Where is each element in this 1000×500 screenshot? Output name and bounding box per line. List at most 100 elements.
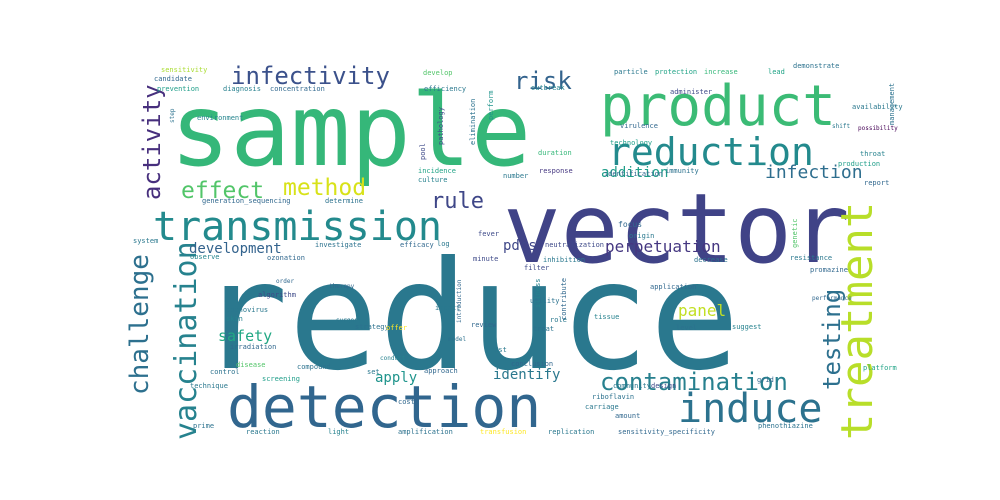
word-algorithm: algorithm <box>258 291 296 299</box>
word-product: product <box>600 74 836 139</box>
word-prime: prime <box>193 422 214 430</box>
word-identify: identify <box>493 367 560 383</box>
word-technology: technology <box>610 139 652 147</box>
word-origin: origin <box>629 232 654 240</box>
word-adenovirus: adenovirus <box>226 306 268 314</box>
word-amplification: amplification <box>398 428 453 436</box>
word-contamination: contamination <box>600 368 788 396</box>
word-risk: risk <box>514 67 572 95</box>
word-host: host <box>490 346 507 354</box>
word-sensitivity: sensitivity <box>161 66 207 74</box>
word-set: set <box>367 368 380 376</box>
word-irradiation: irradiation <box>230 343 276 351</box>
word-reaction: reaction <box>246 428 280 436</box>
word-perform: perform <box>487 90 495 120</box>
word-skin: skin <box>226 315 243 323</box>
word-increase: increase <box>704 68 738 76</box>
word-tissue: tissue <box>594 313 619 321</box>
word-efficacy: efficacy <box>400 241 434 249</box>
word-effect: effect <box>181 178 264 204</box>
word-vector: vector <box>503 173 850 285</box>
word-diagnosis: diagnosis <box>223 85 261 93</box>
word-particle: particle <box>614 68 648 76</box>
word-lead: lead <box>768 68 785 76</box>
word-apply: apply <box>375 370 417 386</box>
word-production: production <box>838 160 880 168</box>
word-approach: approach <box>424 367 458 375</box>
word-response: response <box>539 167 573 175</box>
word-replication: replication <box>548 428 594 436</box>
word-surgery: surgery <box>336 317 362 324</box>
word-review: review <box>471 321 497 329</box>
word-identification: identification <box>604 170 663 178</box>
word-conclusion: conclusion <box>511 360 553 368</box>
word-illness: illness <box>534 278 542 308</box>
word-management: management <box>888 83 896 125</box>
word-panel: panel <box>678 301 726 320</box>
word-elimination: elimination <box>469 99 477 145</box>
word-testing: testing <box>818 289 846 390</box>
word-duration: duration <box>538 149 572 157</box>
word-pool: pool <box>419 143 427 160</box>
word-performance: performance <box>812 295 852 302</box>
word-rule: rule <box>431 189 484 214</box>
word-neutralization: neutralization <box>545 241 604 249</box>
word-administer: administer <box>670 88 712 96</box>
word-number: number <box>503 172 528 180</box>
word-impact: impact <box>435 304 460 312</box>
word-safety: safety <box>218 327 272 345</box>
word-inhibition: inhibition <box>543 256 585 264</box>
word-protection: protection <box>655 68 697 76</box>
word-grid: grid <box>757 376 774 384</box>
word-virulence: virulence <box>620 122 658 130</box>
word-order: order <box>276 278 294 285</box>
word-pathology: pathology <box>437 107 445 145</box>
word-observe: observe <box>190 253 220 261</box>
word-step: step <box>169 108 176 123</box>
word-decrease: decrease <box>694 256 728 264</box>
word-transmission: transmission <box>153 204 442 250</box>
word-development: development <box>189 241 282 257</box>
word-fever: fever <box>478 230 499 238</box>
word-genetic: genetic <box>791 218 799 248</box>
word-activity: activity <box>138 84 166 200</box>
word-vaccination: vaccination <box>169 241 204 440</box>
word-screening: screening <box>262 375 300 383</box>
word-shift: shift <box>832 123 850 130</box>
word-culture: culture <box>418 176 448 184</box>
word-perpetuation: perpetuation <box>605 237 721 256</box>
word-contribute: contribute <box>560 278 568 320</box>
word-suggest: suggest <box>732 323 762 331</box>
word-reduce: reduce <box>198 230 740 404</box>
word-availability: availability <box>852 103 903 111</box>
word-therapy: therapy <box>329 283 355 290</box>
word-generation-sequencing: generation_sequencing <box>202 197 291 205</box>
word-strategy: strategy <box>355 323 389 331</box>
word-light: light <box>328 428 349 436</box>
word-investigate: investigate <box>315 241 361 249</box>
word-possibility: possibility <box>858 125 898 132</box>
word-treat: treat <box>533 325 554 333</box>
word-focus: focus <box>618 220 642 229</box>
word-filter: filter <box>524 264 549 272</box>
word-log: log <box>437 240 450 248</box>
word-prevention: prevention <box>157 85 199 93</box>
word-outbreak: outbreak <box>531 84 566 92</box>
word-induce: induce <box>678 386 823 432</box>
word-amount: amount <box>615 412 640 420</box>
word-design: design <box>651 382 676 390</box>
word-reduction: reduction <box>608 130 814 174</box>
word-offer: offer <box>386 324 407 332</box>
word-control: control <box>210 368 240 376</box>
word-develop: develop <box>423 69 453 77</box>
word-resistance: resistance <box>790 254 832 262</box>
word-method: method <box>283 175 366 201</box>
word-conduct: conduct <box>380 355 406 362</box>
word-utility: utility <box>530 297 560 305</box>
word-platform: platform <box>863 364 897 372</box>
word-level: level <box>676 324 697 332</box>
word-report: report <box>864 179 889 187</box>
word-infectivity: infectivity <box>231 62 390 90</box>
